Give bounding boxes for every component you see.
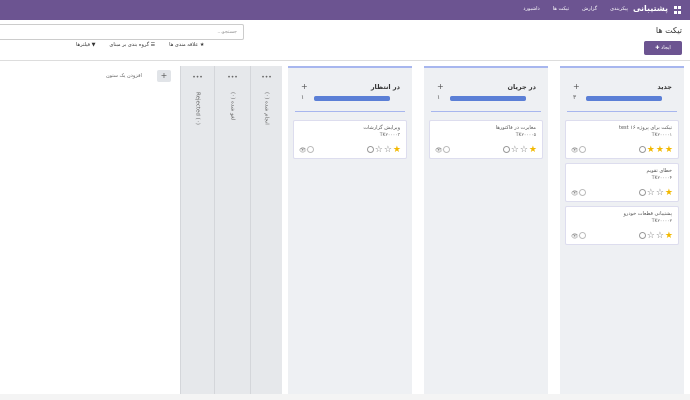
star-icon[interactable]: ☆ [646,188,655,198]
column-divider [295,111,405,112]
priority-stars[interactable]: ★ ☆ ☆ [647,232,673,241]
kanban-column-in-progress: + در جریان ۱ مغایرت در فاکتورها TK۲۰۰۰۰۵… [424,66,548,396]
menu-item-reports[interactable]: گزارش [582,6,598,12]
page-title: تیکت ها [655,26,682,35]
kanban-card[interactable]: ویرایش گزارشات TK۲۰۰۰۰۳ ★ ☆ ☆ 👁 [293,120,407,159]
activity-icon[interactable] [579,146,586,153]
status-dot[interactable] [367,146,374,153]
status-dot[interactable] [639,146,646,153]
app-brand[interactable]: پشتیبانی [632,4,668,13]
kanban-column-new: + جدید ۳ تیکت برای پروژه ۱۶ test TK۲۰۰۰۰… [560,66,684,396]
eye-icon[interactable]: 👁 [571,190,579,197]
kanban-column-waiting: + در انتظار ۱ ویرایش گزارشات TK۲۰۰۰۰۳ ★ ☆… [288,66,412,396]
column-count: ۳ [573,94,577,101]
card-title: خطای تقویم [646,168,672,174]
control-panel: تیکت ها ✚ ایجاد جستجو... ▼ فیلترها ☰ گرو… [0,20,690,60]
folded-column-label: Rejected (۰) [194,92,201,125]
column-divider [431,111,541,112]
top-navbar: پشتیبانی داشبورد تیکت ها گزارش پیکربندی [0,0,690,20]
column-title[interactable]: در جریان [507,83,537,91]
column-count: ۱ [437,94,441,101]
card-title: تیکت برای پروژه ۱۶ test [619,125,672,131]
create-button[interactable]: ✚ ایجاد [644,41,682,55]
search-placeholder: جستجو... [217,29,237,35]
column-menu-icon[interactable]: ••• [227,74,238,81]
status-dot[interactable] [639,189,646,196]
star-icon[interactable]: ☆ [519,145,528,155]
eye-icon[interactable]: 👁 [299,147,307,154]
column-progress-bar[interactable] [314,96,390,101]
star-icon[interactable]: ★ [646,145,655,155]
group-by-button[interactable]: ☰ گروه بندی بر مبنای [109,42,156,48]
column-title[interactable]: جدید [657,83,672,91]
star-icon[interactable]: ★ [664,145,673,155]
column-progress-bar[interactable] [586,96,662,101]
star-icon[interactable]: ★ [664,231,673,241]
priority-stars[interactable]: ★ ☆ ☆ [511,146,537,155]
card-ref: TK۲۰۰۰۰۳ [379,133,400,138]
folded-column-cancelled[interactable]: ••• لغو شده (۰) [214,66,250,396]
quick-create-icon[interactable]: + [573,82,580,91]
kanban-board: + جدید ۳ تیکت برای پروژه ۱۶ test TK۲۰۰۰۰… [0,60,690,400]
star-icon[interactable]: ☆ [510,145,519,155]
kanban-card[interactable]: خطای تقویم TK۲۰۰۰۰۴ ★ ☆ ☆ 👁 [565,163,679,202]
priority-stars[interactable]: ★ ☆ ☆ [647,189,673,198]
search-options: ▼ فیلترها ☰ گروه بندی بر مبنای ★ علاقه م… [76,42,204,48]
add-column-label[interactable]: افزودن یک ستون [106,73,142,79]
menu-item-configuration[interactable]: پیکربندی [610,6,628,12]
column-title[interactable]: در انتظار [370,83,400,91]
column-progress-bar[interactable] [450,96,526,101]
star-icon[interactable]: ★ [655,145,664,155]
filters-button[interactable]: ▼ فیلترها [76,42,96,48]
card-ref: TK۲۰۰۰۰۱ [651,133,672,138]
main-menu: داشبورد تیکت ها گزارش پیکربندی [523,6,628,12]
add-column-button[interactable]: + [157,70,171,82]
card-title: پشتیبانی قطعات خودرو [623,211,672,217]
activity-icon[interactable] [579,189,586,196]
star-icon[interactable]: ☆ [646,231,655,241]
apps-menu-icon[interactable] [674,6,682,14]
status-dot[interactable] [503,146,510,153]
eye-icon[interactable]: 👁 [571,147,579,154]
star-icon[interactable]: ☆ [374,145,383,155]
column-menu-icon[interactable]: ••• [261,74,272,81]
search-input[interactable]: جستجو... [0,24,244,40]
star-icon[interactable]: ★ [528,145,537,155]
eye-icon[interactable]: 👁 [435,147,443,154]
activity-icon[interactable] [579,232,586,239]
folded-column-rejected[interactable]: ••• Rejected (۰) [180,66,214,396]
priority-stars[interactable]: ★ ☆ ☆ [375,146,401,155]
menu-item-dashboard[interactable]: داشبورد [523,6,540,12]
star-icon[interactable]: ★ [392,145,401,155]
card-title: ویرایش گزارشات [363,125,400,131]
kanban-card[interactable]: پشتیبانی قطعات خودرو TK۲۰۰۰۰۲ ★ ☆ ☆ 👁 [565,206,679,245]
card-ref: TK۲۰۰۰۰۲ [651,219,672,224]
star-icon[interactable]: ★ [664,188,673,198]
column-count: ۱ [301,94,305,101]
quick-create-icon[interactable]: + [301,82,308,91]
bottom-scrollbar[interactable] [0,394,690,400]
priority-stars[interactable]: ★ ★ ★ [647,146,673,155]
activity-icon[interactable] [443,146,450,153]
favorites-button[interactable]: ★ علاقه مندی ها [169,42,205,48]
star-icon[interactable]: ☆ [655,231,664,241]
star-icon[interactable]: ☆ [655,188,664,198]
folded-column-label: انجام شده (۰) [263,92,270,125]
menu-item-tickets[interactable]: تیکت ها [552,6,570,12]
column-divider [567,111,677,112]
kanban-card[interactable]: تیکت برای پروژه ۱۶ test TK۲۰۰۰۰۱ ★ ★ ★ 👁 [565,120,679,159]
card-ref: TK۲۰۰۰۰۴ [651,176,672,181]
folded-column-label: لغو شده (۰) [229,92,236,121]
activity-icon[interactable] [307,146,314,153]
eye-icon[interactable]: 👁 [571,233,579,240]
kanban-card[interactable]: مغایرت در فاکتورها TK۲۰۰۰۰۵ ★ ☆ ☆ 👁 [429,120,543,159]
star-icon[interactable]: ☆ [383,145,392,155]
card-title: مغایرت در فاکتورها [495,125,536,131]
column-menu-icon[interactable]: ••• [192,74,203,81]
status-dot[interactable] [639,232,646,239]
card-ref: TK۲۰۰۰۰۵ [515,133,536,138]
quick-create-icon[interactable]: + [437,82,444,91]
folded-column-done[interactable]: ••• انجام شده (۰) [250,66,282,396]
